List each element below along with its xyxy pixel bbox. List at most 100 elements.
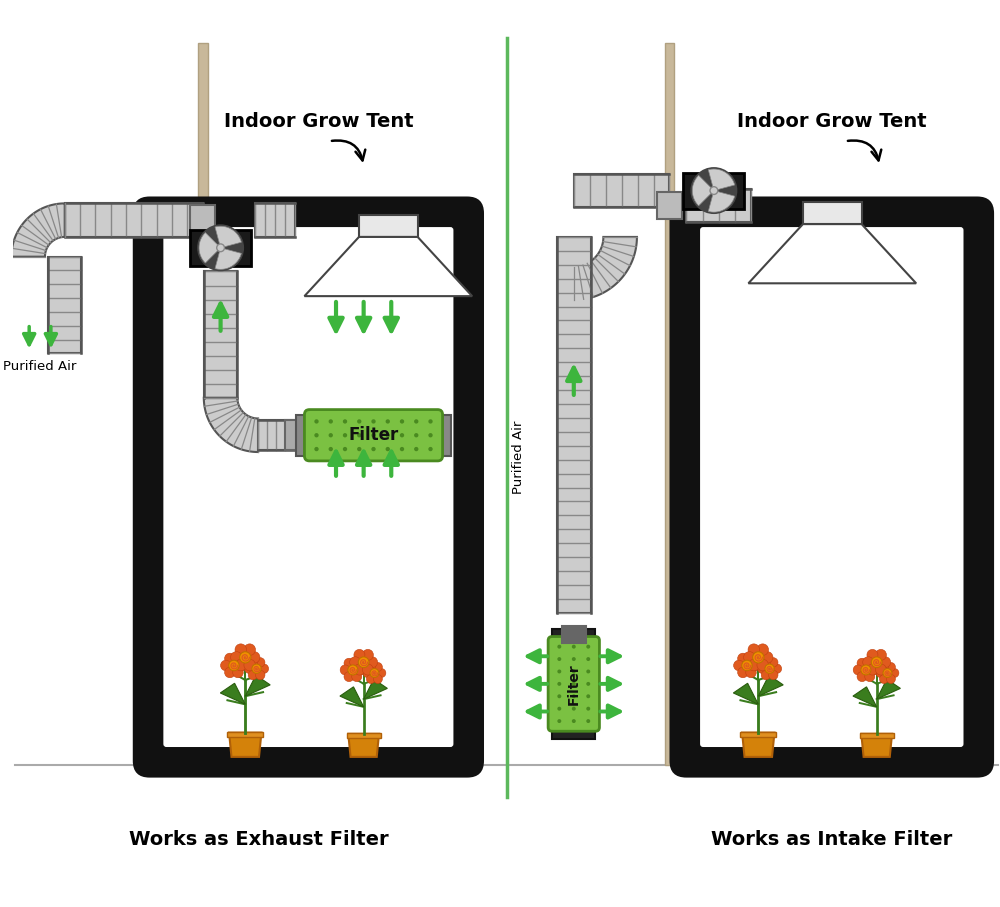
Polygon shape xyxy=(742,733,774,756)
Circle shape xyxy=(880,657,891,668)
Circle shape xyxy=(757,644,769,656)
Circle shape xyxy=(861,665,871,675)
FancyBboxPatch shape xyxy=(669,197,994,777)
Text: Works as Exhaust Filter: Works as Exhaust Filter xyxy=(129,830,389,849)
Circle shape xyxy=(761,670,771,679)
Polygon shape xyxy=(861,734,892,756)
Circle shape xyxy=(758,664,767,673)
Circle shape xyxy=(225,668,235,678)
Circle shape xyxy=(248,651,260,663)
Circle shape xyxy=(557,645,561,649)
Circle shape xyxy=(865,671,875,681)
Bar xyxy=(803,202,862,224)
Circle shape xyxy=(710,187,718,194)
Circle shape xyxy=(354,664,365,675)
Circle shape xyxy=(358,657,369,668)
Circle shape xyxy=(428,433,433,437)
Polygon shape xyxy=(340,687,364,707)
Circle shape xyxy=(314,433,319,437)
Bar xyxy=(190,205,215,235)
Circle shape xyxy=(386,447,390,451)
Circle shape xyxy=(746,668,756,678)
Circle shape xyxy=(738,653,748,664)
Text: Works as Intake Filter: Works as Intake Filter xyxy=(711,830,952,849)
Circle shape xyxy=(343,447,347,451)
Circle shape xyxy=(400,419,404,424)
Circle shape xyxy=(329,433,333,437)
Circle shape xyxy=(572,669,576,673)
Bar xyxy=(557,237,591,613)
Circle shape xyxy=(886,675,895,684)
Bar xyxy=(65,203,203,237)
Bar xyxy=(860,733,894,738)
Polygon shape xyxy=(758,675,783,697)
Bar xyxy=(198,43,208,765)
Polygon shape xyxy=(220,683,245,705)
FancyBboxPatch shape xyxy=(304,410,443,461)
Polygon shape xyxy=(229,733,261,756)
Polygon shape xyxy=(692,175,714,206)
Polygon shape xyxy=(708,190,735,212)
Polygon shape xyxy=(853,687,877,707)
Bar xyxy=(359,215,418,237)
Text: Indoor Grow Tent: Indoor Grow Tent xyxy=(737,112,927,131)
Circle shape xyxy=(734,660,744,670)
Circle shape xyxy=(329,447,333,451)
Bar xyxy=(190,229,251,266)
Circle shape xyxy=(748,659,760,671)
Circle shape xyxy=(586,719,590,723)
Circle shape xyxy=(750,660,760,670)
Circle shape xyxy=(746,653,756,664)
Bar xyxy=(552,629,595,640)
Circle shape xyxy=(259,664,269,673)
Circle shape xyxy=(245,664,254,673)
Circle shape xyxy=(252,664,261,673)
Text: Indoor Grow Tent: Indoor Grow Tent xyxy=(224,112,414,131)
Text: Purified Air: Purified Air xyxy=(512,420,525,493)
Circle shape xyxy=(871,657,882,668)
Circle shape xyxy=(753,652,764,663)
Circle shape xyxy=(221,660,231,670)
Circle shape xyxy=(237,660,247,670)
Circle shape xyxy=(314,447,319,451)
Circle shape xyxy=(386,419,390,424)
Circle shape xyxy=(586,657,590,661)
Circle shape xyxy=(748,644,760,656)
Circle shape xyxy=(340,665,350,675)
Circle shape xyxy=(235,644,247,656)
Polygon shape xyxy=(245,675,270,697)
Polygon shape xyxy=(11,203,65,257)
Circle shape xyxy=(362,664,373,675)
Circle shape xyxy=(386,433,390,437)
Circle shape xyxy=(765,664,774,673)
Circle shape xyxy=(248,658,258,668)
Text: Purified Air: Purified Air xyxy=(3,360,77,374)
Bar xyxy=(686,189,751,222)
Circle shape xyxy=(572,719,576,723)
Circle shape xyxy=(217,244,224,251)
FancyBboxPatch shape xyxy=(133,197,484,777)
Circle shape xyxy=(350,657,361,668)
Circle shape xyxy=(414,419,418,424)
Circle shape xyxy=(377,668,386,678)
Bar xyxy=(657,191,682,219)
FancyBboxPatch shape xyxy=(548,637,599,731)
Circle shape xyxy=(557,657,561,661)
Polygon shape xyxy=(574,237,637,300)
Circle shape xyxy=(572,707,576,711)
Circle shape xyxy=(255,670,265,679)
Circle shape xyxy=(344,671,354,681)
Circle shape xyxy=(557,669,561,673)
Polygon shape xyxy=(708,169,735,190)
Polygon shape xyxy=(748,224,916,283)
Circle shape xyxy=(572,645,576,649)
Circle shape xyxy=(255,658,265,668)
Circle shape xyxy=(744,651,755,663)
Circle shape xyxy=(329,419,333,424)
Bar xyxy=(562,626,586,643)
Polygon shape xyxy=(204,398,258,452)
Circle shape xyxy=(857,671,867,681)
Circle shape xyxy=(853,665,863,675)
Circle shape xyxy=(240,652,251,663)
Circle shape xyxy=(400,447,404,451)
